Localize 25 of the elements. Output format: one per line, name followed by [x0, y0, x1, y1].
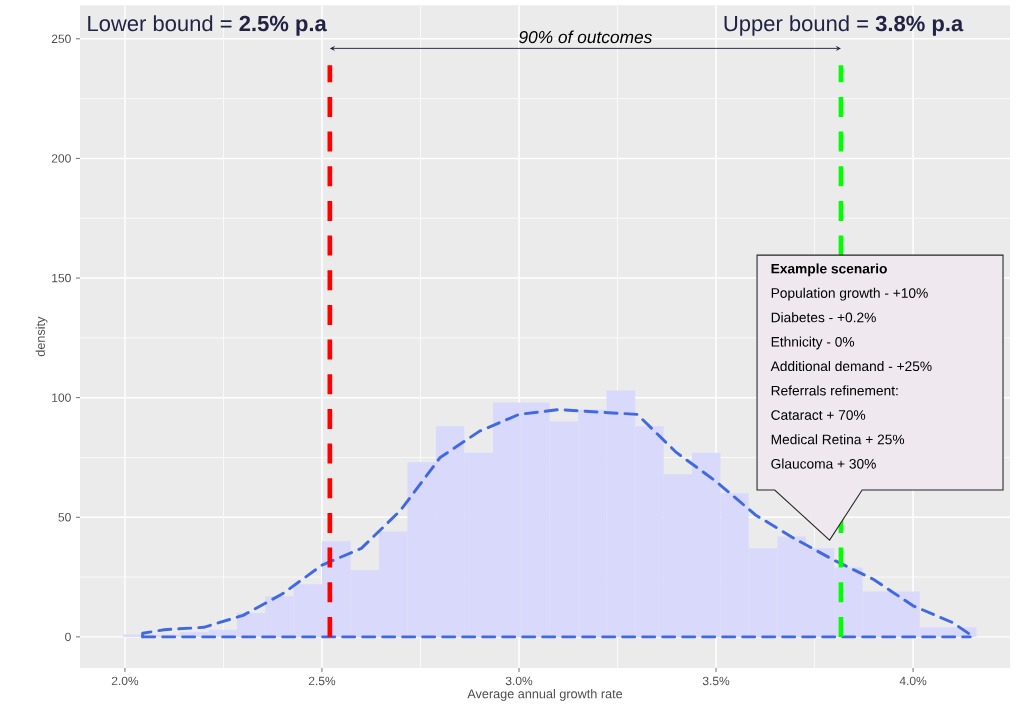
ref-line-label: Lower bound = 2.5% p.a	[88, 15, 327, 36]
y-tick-label: 50	[58, 513, 71, 522]
y-tick-label: 200	[51, 154, 71, 163]
y-tick-label: 250	[51, 34, 71, 44]
annotation: 90% of outcomes	[519, 30, 652, 44]
annotation: Referrals refinement:	[771, 385, 898, 396]
x-tick-label: 3.5%	[702, 676, 730, 686]
annotation: Medical Retina + 25%	[771, 434, 905, 445]
annotation: Example scenario	[771, 263, 887, 277]
x-tick-label: 2.5%	[308, 676, 336, 686]
y-axis-title: density	[35, 316, 48, 357]
annotation: Ethnicity - 0%	[771, 336, 855, 350]
x-tick-label: 3.0%	[505, 676, 533, 686]
annotation: Cataract + 70%	[771, 410, 866, 420]
y-tick-label: 100	[52, 393, 71, 402]
x-axis-title: Average annual growth rate	[467, 689, 623, 701]
annotation: Diabetes - +0.2%	[771, 312, 876, 323]
x-tick-label: 4.0%	[899, 676, 927, 686]
annotation: Population growth - +10%	[771, 287, 928, 301]
annotation: Glaucoma + 30%	[771, 458, 876, 469]
ref-line-label: Upper bound = 3.8% p.a	[724, 15, 964, 36]
x-tick-label: 2.0%	[111, 676, 139, 686]
y-tick-label: 150	[52, 273, 71, 283]
y-tick-label: 0	[65, 632, 71, 642]
annotation: Additional demand - +25%	[770, 361, 932, 372]
